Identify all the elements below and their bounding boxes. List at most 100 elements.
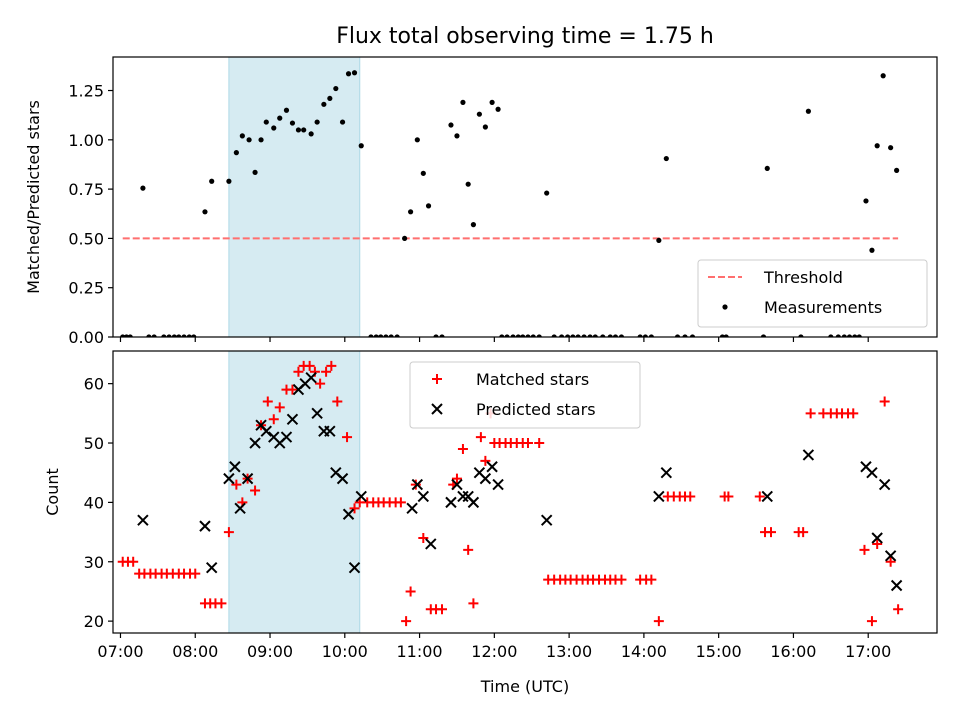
- legend-predicted-handle: [431, 403, 443, 415]
- data-point: [451, 478, 463, 491]
- data-point: [140, 185, 146, 191]
- data-point: [414, 137, 420, 143]
- x-tick-label: 14:00: [621, 642, 667, 661]
- data-point: [475, 432, 486, 443]
- data-point: [271, 125, 277, 131]
- data-point: [515, 334, 521, 337]
- data-point: [648, 334, 654, 337]
- legend: Matched stars Predicted stars: [409, 361, 641, 429]
- data-point: [368, 334, 374, 337]
- legend-label: Matched stars: [476, 370, 589, 389]
- data-point: [616, 574, 627, 585]
- data-point: [642, 334, 648, 337]
- data-point: [551, 334, 557, 337]
- data-point: [689, 334, 696, 337]
- data-point: [333, 85, 339, 92]
- data-point: [342, 508, 355, 520]
- data-point: [682, 334, 688, 337]
- data-point: [723, 334, 729, 337]
- data-point: [305, 372, 317, 384]
- data-point: [656, 237, 662, 243]
- data-point: [202, 209, 208, 215]
- data-point: [258, 137, 264, 143]
- y-axis: 0.00 0.25 0.50 0.75 1.00 1.25: [68, 82, 113, 347]
- y-tick-label: 40: [84, 493, 104, 512]
- data-point: [885, 556, 896, 567]
- x-tick-label: 12:00: [471, 642, 517, 661]
- data-point: [581, 334, 587, 337]
- data-point: [295, 127, 302, 133]
- data-point: [286, 413, 299, 425]
- data-point: [525, 334, 531, 337]
- data-point: [345, 71, 352, 77]
- legend-box: [697, 259, 928, 328]
- data-point: [171, 334, 177, 337]
- data-point: [229, 461, 241, 473]
- data-point: [863, 198, 869, 204]
- data-point: [802, 449, 815, 461]
- data-point: [888, 145, 894, 151]
- data-point: [277, 115, 283, 121]
- data-point: [871, 532, 883, 544]
- plot-area: [120, 70, 900, 337]
- data-point: [263, 119, 269, 125]
- data-point: [522, 438, 533, 449]
- top-ratio-plot: 0.00 0.25 0.50 0.75 1.00 1.25 Matched/Predicte…: [24, 56, 938, 347]
- data-point: [575, 334, 581, 337]
- data-point: [880, 73, 886, 79]
- data-point: [406, 502, 418, 515]
- legend-matched-handle: [432, 374, 442, 384]
- data-point: [260, 425, 272, 437]
- data-point: [637, 334, 643, 337]
- data-point: [321, 101, 327, 107]
- y-tick-label: 1.25: [68, 82, 104, 101]
- data-point: [418, 533, 429, 544]
- data-point: [437, 604, 448, 615]
- x-tick-label: 10:00: [322, 642, 368, 661]
- y-axis-label: Matched/Predicted stars: [24, 100, 43, 294]
- data-point: [499, 334, 505, 337]
- data-point: [866, 466, 878, 479]
- data-point: [417, 490, 430, 503]
- data-point: [250, 485, 261, 496]
- x-axis: [119, 337, 869, 342]
- data-point: [660, 466, 673, 479]
- x-axis-label: Time (UTC): [480, 677, 569, 696]
- y-tick-label: 0.50: [68, 229, 104, 248]
- x-tick-label: 11:00: [397, 642, 443, 661]
- data-point: [324, 425, 336, 437]
- data-point: [321, 366, 332, 377]
- data-point: [161, 334, 167, 337]
- data-point: [480, 455, 491, 466]
- data-point: [209, 178, 215, 184]
- data-point: [587, 334, 593, 337]
- data-point: [470, 222, 477, 228]
- data-point: [489, 99, 495, 105]
- data-point: [373, 334, 379, 337]
- series-matched-stars: [117, 360, 904, 627]
- data-point: [332, 396, 343, 407]
- data-point: [504, 334, 510, 337]
- figure-title: Flux total observing time = 1.75 h: [336, 24, 714, 49]
- legend-label: Threshold: [763, 268, 843, 287]
- x-tick-label: 07:00: [97, 642, 143, 661]
- y-tick-label: 30: [84, 553, 104, 572]
- data-point: [190, 568, 201, 579]
- data-point: [510, 334, 516, 337]
- data-point: [805, 108, 811, 114]
- data-point: [685, 491, 696, 502]
- data-point: [766, 527, 777, 538]
- data-point: [181, 334, 187, 337]
- data-point: [570, 334, 576, 337]
- legend-label: Measurements: [764, 298, 882, 317]
- data-point: [454, 133, 460, 139]
- data-point: [520, 334, 526, 337]
- data-point: [407, 209, 414, 215]
- shaded-span: [228, 56, 361, 338]
- data-point: [848, 408, 859, 419]
- data-point: [199, 520, 211, 532]
- data-point: [336, 472, 349, 485]
- data-point: [607, 334, 613, 337]
- y-axis: 20 30 40 50 60: [84, 375, 113, 631]
- series-predicted-stars: [137, 372, 903, 592]
